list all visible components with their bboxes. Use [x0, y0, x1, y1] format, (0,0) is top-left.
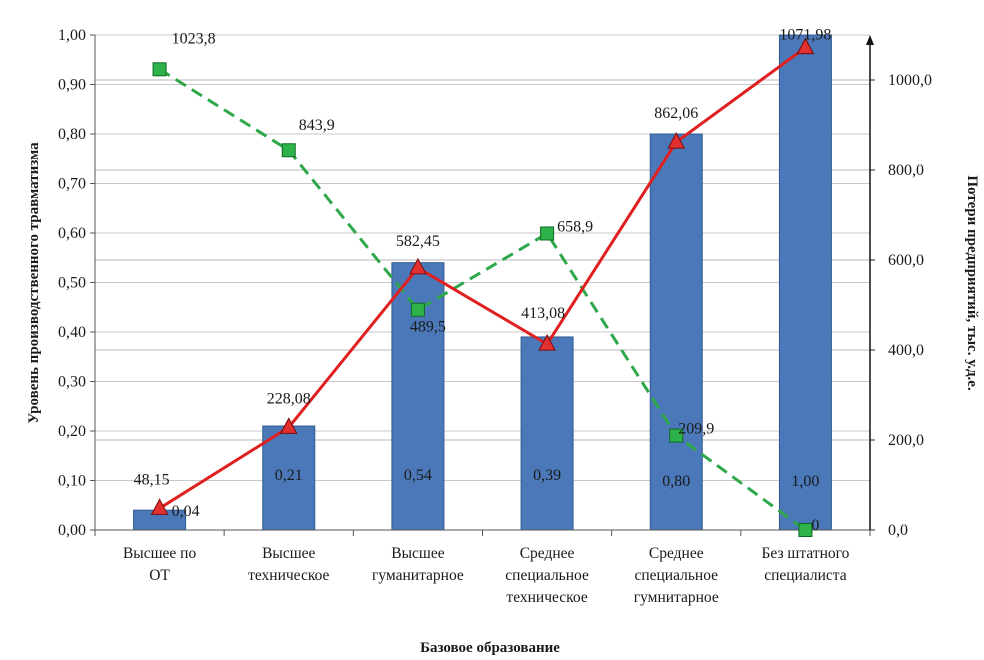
- category-label-line: Высшее: [391, 545, 444, 562]
- green-value-label: 489,5: [410, 319, 446, 336]
- y-tick-label: 0,40: [58, 324, 86, 341]
- red-triangle-marker: [150, 498, 169, 515]
- y-tick-label: 0,50: [58, 275, 86, 292]
- y2-tick-label: 200,0: [888, 432, 924, 449]
- red-value-label: 1071,98: [779, 27, 831, 44]
- category-label-line: специальное: [634, 567, 718, 584]
- category-label-line: Среднее: [649, 545, 704, 562]
- bar-value-label: 0,04: [172, 503, 200, 520]
- red-triangle-marker: [667, 132, 686, 149]
- red-triangle-marker: [538, 334, 556, 351]
- bar: [778, 34, 832, 531]
- green-square-marker: [410, 302, 425, 317]
- green-square-marker: [281, 143, 296, 158]
- category-label: Высшее гуманитарное: [372, 545, 464, 584]
- y2-tick-label: 800,0: [888, 162, 924, 179]
- red-triangle-marker: [409, 257, 427, 275]
- y-tick-label: 0,00: [58, 522, 86, 539]
- x-axis-title: Базовое образование: [420, 640, 560, 656]
- y-tick-label: 0,20: [58, 423, 86, 440]
- red-series-line: [158, 46, 807, 510]
- green-square-marker: [540, 226, 555, 241]
- axes: [90, 34, 875, 536]
- category-label: Высшее по ОТ: [123, 545, 196, 584]
- y2-tick-label: 0,0: [888, 522, 908, 539]
- category-label-line: Высшее: [262, 545, 315, 562]
- bar-value-label: 0,39: [533, 467, 561, 484]
- data-labels: 0,04 0,21 0,54 0,39 0,80 1,00 48,15 228,08 582,4…: [134, 27, 832, 534]
- y-axis-title: Уровень производственного травматизма: [26, 142, 42, 424]
- red-loss-series: [150, 37, 815, 515]
- category-label: Высшее техническое: [248, 545, 329, 584]
- green-square-marker: [669, 428, 684, 443]
- green-square-marker: [798, 523, 813, 537]
- red-value-label: 48,15: [134, 471, 170, 488]
- category-label-line: гуманитарное: [372, 567, 464, 584]
- green-square-marker: [152, 62, 167, 77]
- left-gridlines: [95, 34, 870, 531]
- bar-value-label: 0,21: [275, 467, 303, 484]
- y-tick-label: 0,30: [58, 374, 86, 391]
- red-value-label: 228,08: [267, 390, 311, 407]
- category-label-line: ОТ: [149, 567, 170, 584]
- bar-value-label: 0,54: [404, 467, 432, 484]
- y2-axis-arrow: [866, 35, 874, 45]
- category-label: Среднее специальное техническое: [505, 545, 589, 606]
- green-value-label: 1023,8: [172, 30, 216, 47]
- category-labels: Высшее по ОТ Высшее техническое Высшее гумани…: [123, 545, 850, 606]
- y-tick-label: 0,80: [58, 126, 86, 143]
- green-series-line: [158, 68, 807, 532]
- red-triangle-marker: [796, 37, 815, 55]
- y-tick-label: 0,90: [58, 77, 86, 94]
- y2-axis-title: Потери предприятий, тыс. у.д.е.: [964, 175, 980, 391]
- y-tick-label: 0,70: [58, 176, 86, 193]
- green-value-label: 0: [811, 517, 819, 534]
- bar-value-label: 1,00: [791, 473, 819, 490]
- category-label-line: Среднее: [520, 545, 575, 562]
- category-label-line: специалиста: [764, 567, 847, 584]
- red-value-label: 862,06: [654, 105, 698, 122]
- y2-tick-label: 400,0: [888, 342, 924, 359]
- category-label-line: Высшее по: [123, 545, 196, 562]
- y2-tick-label: 600,0: [888, 252, 924, 269]
- green-value-label: 658,9: [557, 218, 593, 235]
- bar-value-label: 0,80: [662, 473, 690, 490]
- red-value-label: 413,08: [521, 305, 565, 322]
- category-label-line: гумнитарное: [634, 589, 719, 606]
- category-label-line: техническое: [506, 589, 587, 606]
- red-value-label: 582,45: [396, 233, 440, 250]
- green-loss-series: [152, 62, 813, 537]
- y-tick-label: 1,00: [58, 27, 86, 44]
- tick-labels: 0,000,100,200,300,400,500,600,700,800,90…: [58, 27, 932, 539]
- y-tick-label: 0,60: [58, 225, 86, 242]
- category-label-line: Без штатного: [761, 545, 849, 562]
- green-value-label: 209,9: [678, 421, 714, 438]
- right-gridlines: [95, 79, 870, 441]
- green-value-label: 843,9: [299, 117, 335, 134]
- y2-tick-label: 1000,0: [888, 72, 932, 89]
- red-triangle-marker: [279, 417, 298, 434]
- category-label: Среднее специальное гумнитарное: [634, 545, 719, 606]
- bar: [520, 336, 574, 531]
- category-label: Без штатного специалиста: [761, 545, 849, 584]
- category-label-line: специальное: [505, 567, 589, 584]
- category-label-line: техническое: [248, 567, 329, 584]
- bar: [649, 133, 703, 531]
- y-tick-label: 0,10: [58, 473, 86, 490]
